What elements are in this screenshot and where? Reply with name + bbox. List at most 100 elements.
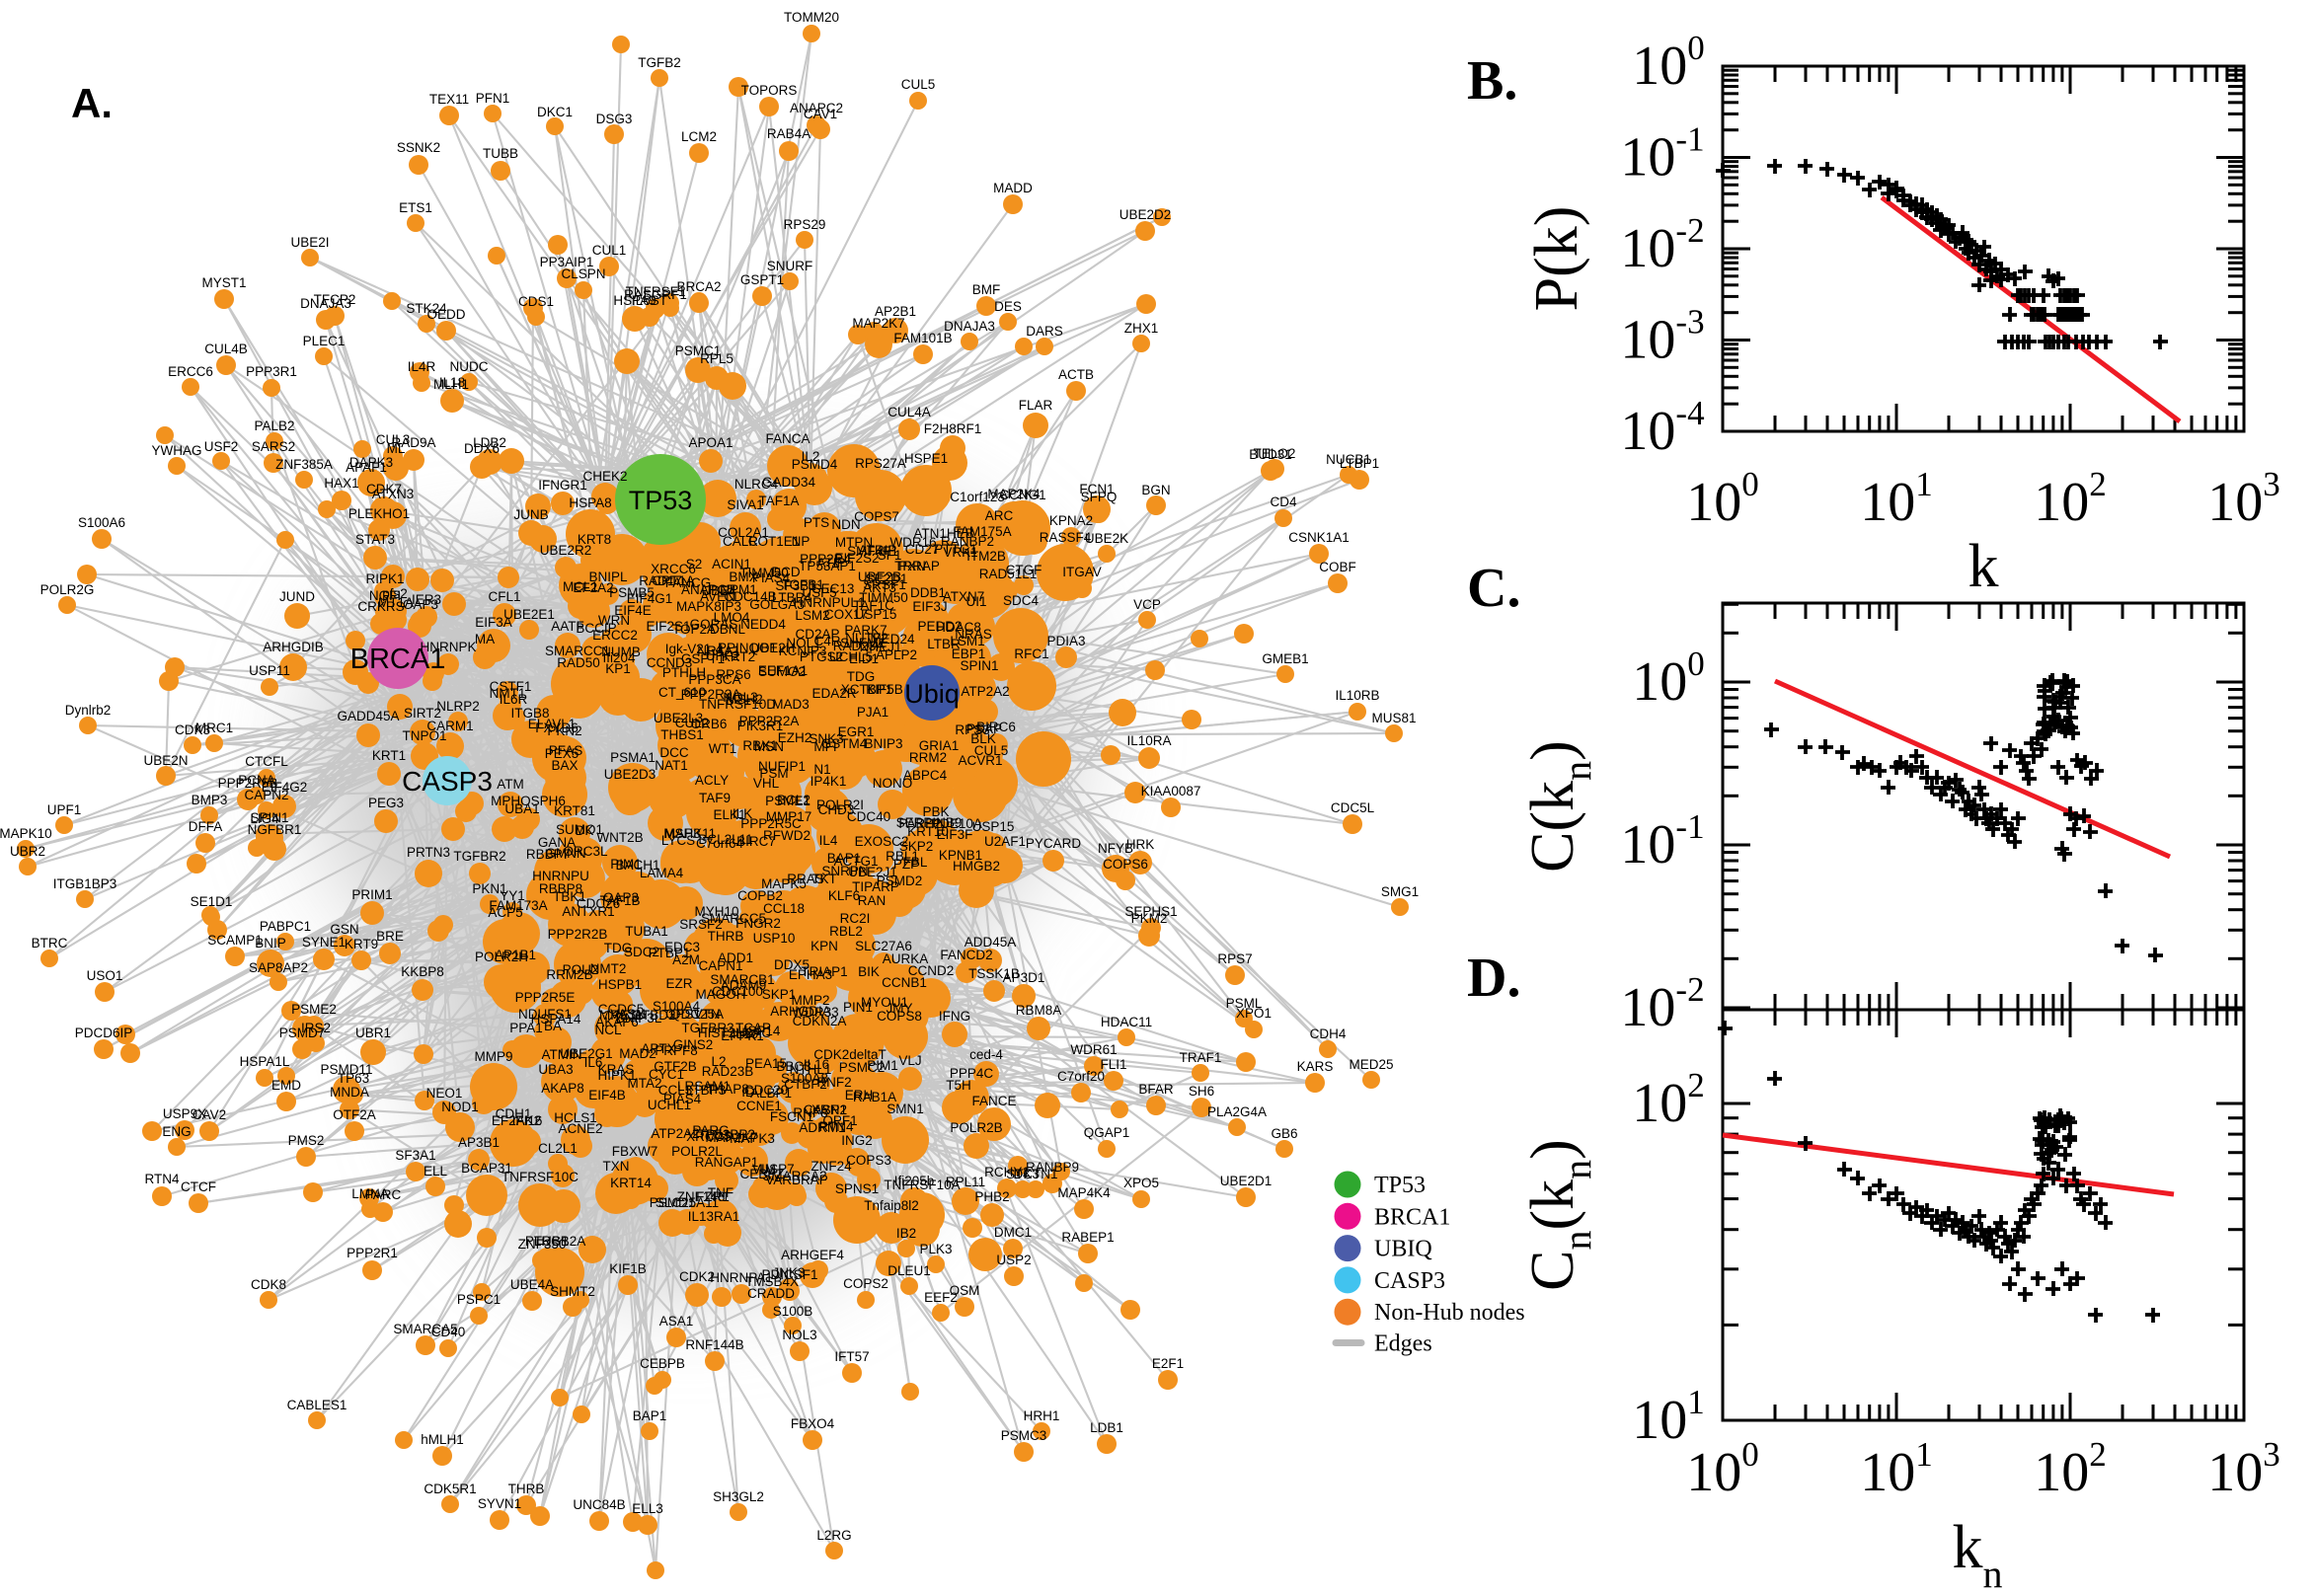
svg-text:IFNGR1: IFNGR1 — [538, 478, 587, 493]
svg-text:Non-Hub nodes: Non-Hub nodes — [1374, 1300, 1525, 1326]
svg-text:PSMC1: PSMC1 — [675, 343, 722, 358]
svg-text:PSMA1: PSMA1 — [610, 750, 656, 765]
svg-text:SMARCA5: SMARCA5 — [393, 1322, 457, 1336]
svg-text:PPP2R4: PPP2R4 — [800, 552, 851, 567]
svg-text:SNURF: SNURF — [767, 259, 813, 273]
svg-text:VARBRAP: VARBRAP — [765, 1173, 828, 1187]
svg-text:IL13RA1: IL13RA1 — [688, 1209, 740, 1224]
svg-text:PPA1: PPA1 — [509, 1021, 543, 1035]
svg-text:ATMIN: ATMIN — [542, 1047, 582, 1062]
svg-text:DDB1: DDB1 — [910, 585, 946, 600]
svg-text:ANAPC2: ANAPC2 — [790, 101, 843, 115]
svg-text:DMC1: DMC1 — [994, 1225, 1032, 1240]
svg-text:TXN: TXN — [603, 1159, 630, 1174]
svg-text:PYCARD: PYCARD — [1026, 836, 1082, 851]
svg-text:hMLH1: hMLH1 — [421, 1432, 464, 1447]
svg-text:CDC5L: CDC5L — [1331, 800, 1375, 815]
svg-text:IL10RB: IL10RB — [1335, 688, 1379, 703]
svg-text:DK: DK — [576, 823, 594, 838]
svg-text:HDAC11: HDAC11 — [1101, 1015, 1152, 1029]
svg-text:GMEB1: GMEB1 — [1262, 651, 1308, 666]
svg-text:SF3A1: SF3A1 — [395, 1148, 435, 1163]
svg-text:AKAP8: AKAP8 — [541, 1081, 584, 1096]
svg-text:C7orf64: C7orf64 — [696, 836, 744, 851]
svg-text:EIF3A: EIF3A — [475, 615, 512, 630]
svg-text:RBBP7: RBBP7 — [526, 847, 570, 862]
svg-text:TNFRSF10C: TNFRSF10C — [502, 1170, 579, 1184]
svg-text:ATN1HEB: ATN1HEB — [913, 526, 973, 541]
svg-text:APOA1: APOA1 — [688, 435, 733, 450]
svg-text:ENG: ENG — [162, 1124, 191, 1139]
svg-text:DES: DES — [994, 299, 1022, 314]
svg-text:MAPK5: MAPK5 — [761, 876, 807, 891]
svg-text:USP11: USP11 — [249, 663, 290, 678]
svg-text:PTS: PTS — [804, 515, 829, 530]
svg-text:HSPB1: HSPB1 — [598, 977, 642, 992]
svg-text:EZR: EZR — [666, 976, 693, 991]
svg-text:MUS81: MUS81 — [1371, 711, 1416, 725]
svg-text:FAM101B: FAM101B — [893, 331, 952, 345]
svg-text:ETS1: ETS1 — [399, 200, 432, 215]
svg-text:TOMM20: TOMM20 — [784, 10, 839, 25]
svg-text:PSMB5: PSMB5 — [609, 585, 655, 600]
svg-text:PDCD6IP: PDCD6IP — [75, 1026, 133, 1040]
svg-text:MPHOSPH6: MPHOSPH6 — [491, 794, 566, 808]
svg-text:SSNK2: SSNK2 — [397, 140, 440, 155]
svg-text:COPS6: COPS6 — [1103, 857, 1148, 872]
svg-text:GSN: GSN — [330, 922, 358, 937]
svg-text:SDC4: SDC4 — [1003, 593, 1040, 608]
svg-text:TP63: TP63 — [338, 1071, 369, 1086]
svg-text:SMG1: SMG1 — [1381, 884, 1419, 899]
svg-text:UBR2: UBR2 — [10, 844, 45, 859]
svg-text:VCP: VCP — [1133, 597, 1161, 612]
svg-text:BRCA2: BRCA2 — [676, 279, 721, 294]
svg-text:FANCE: FANCE — [971, 1094, 1016, 1108]
svg-text:Igk-V21-4: Igk-V21-4 — [665, 642, 724, 656]
svg-text:MMP9: MMP9 — [474, 1049, 512, 1064]
svg-text:SYVN1: SYVN1 — [478, 1496, 521, 1511]
svg-text:PDICSF1: PDICSF1 — [761, 1267, 817, 1282]
svg-text:KKBP8: KKBP8 — [401, 964, 444, 979]
svg-text:C.: C. — [1467, 558, 1520, 619]
svg-text:CCNB1: CCNB1 — [882, 975, 927, 990]
svg-text:STAT3: STAT3 — [355, 532, 395, 547]
svg-text:RRM2: RRM2 — [909, 750, 947, 765]
svg-text:CDS1: CDS1 — [518, 294, 554, 309]
svg-text:APAF1: APAF1 — [346, 460, 387, 475]
svg-text:TNPO1: TNPO1 — [402, 728, 446, 743]
svg-text:XPO1: XPO1 — [1236, 1006, 1272, 1021]
svg-text:PCNA: PCNA — [238, 773, 275, 788]
svg-text:ITGB8: ITGB8 — [510, 706, 549, 721]
svg-text:BIK: BIK — [858, 964, 880, 979]
svg-text:CUL3: CUL3 — [376, 432, 411, 447]
svg-text:UBE2D2: UBE2D2 — [1119, 207, 1172, 222]
svg-text:KRT1: KRT1 — [372, 748, 406, 763]
svg-text:C7orf20: C7orf20 — [1057, 1069, 1105, 1084]
svg-text:COL2A1: COL2A1 — [718, 525, 769, 540]
svg-text:PPP2R5E: PPP2R5E — [515, 990, 576, 1005]
svg-text:MADD: MADD — [993, 181, 1033, 195]
svg-text:AP3B1: AP3B1 — [458, 1135, 500, 1150]
svg-text:BTRC: BTRC — [32, 936, 68, 950]
svg-text:PPP3R1: PPP3R1 — [246, 364, 297, 379]
svg-text:PSMC3: PSMC3 — [1001, 1428, 1047, 1443]
svg-text:EIF4B: EIF4B — [588, 1088, 626, 1102]
svg-text:IRS2: IRS2 — [301, 1021, 331, 1035]
svg-text:CUL4A: CUL4A — [888, 405, 931, 419]
svg-text:CHD3: CHD3 — [818, 802, 855, 817]
svg-text:KRT9: KRT9 — [345, 937, 378, 951]
svg-text:SCAMP1: SCAMP1 — [207, 933, 263, 948]
svg-text:IL4: IL4 — [819, 833, 838, 848]
svg-text:CAPN2: CAPN2 — [244, 788, 288, 802]
svg-text:CL2L1: CL2L1 — [538, 1141, 578, 1156]
svg-text:IFNG: IFNG — [939, 1009, 970, 1024]
svg-text:LDB1: LDB1 — [1090, 1420, 1123, 1435]
svg-text:BFAR: BFAR — [1138, 1082, 1174, 1097]
svg-text:UBE2I: UBE2I — [290, 235, 329, 250]
svg-text:ELL: ELL — [424, 1164, 448, 1178]
svg-text:EF2AK2: EF2AK2 — [492, 1113, 541, 1128]
svg-text:ERH: ERH — [845, 1088, 874, 1102]
svg-text:MAD2: MAD2 — [619, 1046, 656, 1061]
svg-text:RAD50: RAD50 — [557, 655, 600, 670]
svg-text:CAPN1: CAPN1 — [698, 958, 742, 973]
